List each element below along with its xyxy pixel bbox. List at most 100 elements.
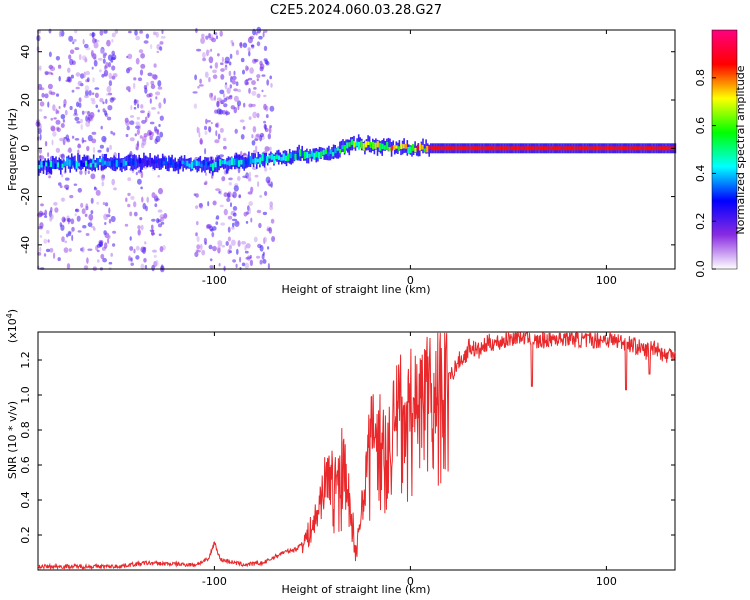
signal-halo (88, 160, 90, 170)
signal-core (583, 146, 586, 151)
noise-dot (126, 125, 130, 131)
signal-core (527, 146, 530, 151)
noise-dot (252, 149, 258, 154)
noise-dot (263, 45, 268, 52)
noise-dot (52, 104, 56, 112)
signal-core (524, 146, 528, 151)
noise-dot (223, 145, 227, 150)
noise-dot (102, 108, 106, 113)
signal-core (233, 158, 236, 166)
noise-dot (139, 30, 144, 34)
noise-dot (248, 201, 253, 207)
signal-core (571, 146, 575, 151)
noise-dot (71, 226, 75, 232)
noise-dot (51, 139, 54, 146)
signal-core (66, 158, 69, 166)
signal-core (59, 159, 62, 167)
noise-dot (151, 264, 155, 272)
noise-dot (159, 41, 164, 45)
signal-core (388, 147, 391, 152)
colorbar-tick-label: 0.6 (694, 117, 707, 135)
noise-dot (44, 71, 49, 76)
noise-dot (261, 89, 264, 93)
noise-dot (111, 178, 115, 186)
signal-core (99, 159, 102, 163)
noise-dot (219, 89, 225, 95)
signal-core (546, 146, 549, 151)
noise-dot (102, 101, 105, 105)
noise-dot (248, 77, 253, 81)
noise-dot (229, 84, 232, 89)
signal-core (47, 160, 50, 166)
noise-dot (196, 221, 199, 226)
noise-dot (251, 140, 256, 146)
noise-dot (256, 209, 262, 214)
noise-dot (223, 208, 228, 216)
signal-core (108, 161, 111, 167)
signal-core (548, 146, 551, 151)
noise-dot (78, 97, 82, 103)
noise-dot (247, 177, 252, 182)
signal-halo (136, 159, 139, 168)
noise-dot (89, 32, 92, 37)
noise-dot (60, 224, 65, 231)
noise-dot (74, 29, 78, 34)
signal-core (45, 162, 48, 167)
noise-dot (65, 177, 70, 181)
signal-core (534, 146, 537, 151)
signal-core (407, 146, 410, 154)
signal-core (176, 163, 179, 168)
signal-halo (415, 145, 418, 156)
noise-dot (251, 90, 257, 96)
colorbar-ticks: 0.0 0.2 0.4 0.6 0.8 (694, 69, 716, 278)
noise-dot (96, 39, 100, 43)
signal-halo (86, 156, 89, 169)
noise-dot (73, 183, 78, 186)
noise-dot (231, 75, 237, 81)
noise-dot (208, 32, 211, 39)
noise-dot (261, 74, 266, 77)
signal-halo (110, 157, 112, 169)
signal-core (214, 161, 217, 168)
noise-dot (219, 154, 224, 158)
noise-dot (150, 44, 153, 50)
noise-dot (74, 138, 80, 141)
noise-dot (133, 98, 137, 106)
noise-dot (85, 70, 90, 76)
noise-dot (140, 263, 145, 271)
noise-dot (39, 133, 42, 141)
noise-dot (209, 265, 214, 269)
colorbar-tick-label: 0.8 (694, 69, 707, 87)
noise-dot (209, 36, 215, 41)
noise-dot (212, 245, 217, 252)
noise-dot (143, 133, 148, 138)
noise-dot (219, 204, 224, 208)
signal-core (56, 162, 59, 168)
noise-dot (44, 140, 48, 147)
noise-dot (226, 192, 231, 199)
noise-dot (110, 215, 116, 223)
signal-core (466, 146, 469, 151)
noise-dot (160, 35, 166, 39)
signal-halo (448, 143, 451, 154)
noise-dot (233, 185, 239, 192)
noise-dot (204, 148, 207, 155)
noise-dot (248, 207, 251, 215)
noise-dot (40, 203, 44, 207)
noise-dot (157, 175, 160, 178)
signal-halo (524, 143, 526, 154)
noise-dot (100, 125, 103, 130)
noise-dot (260, 132, 264, 138)
signal-halo (651, 143, 653, 154)
signal-core (644, 146, 647, 151)
signal-core (487, 146, 490, 151)
signal-halo (472, 143, 474, 154)
noise-dot (76, 101, 80, 108)
noise-dot (63, 99, 67, 106)
noise-dot (108, 72, 113, 80)
noise-dot (244, 245, 247, 251)
signal-core (322, 149, 325, 155)
noise-dot (87, 134, 93, 142)
signal-core (160, 159, 163, 167)
noise-dot (232, 259, 237, 263)
